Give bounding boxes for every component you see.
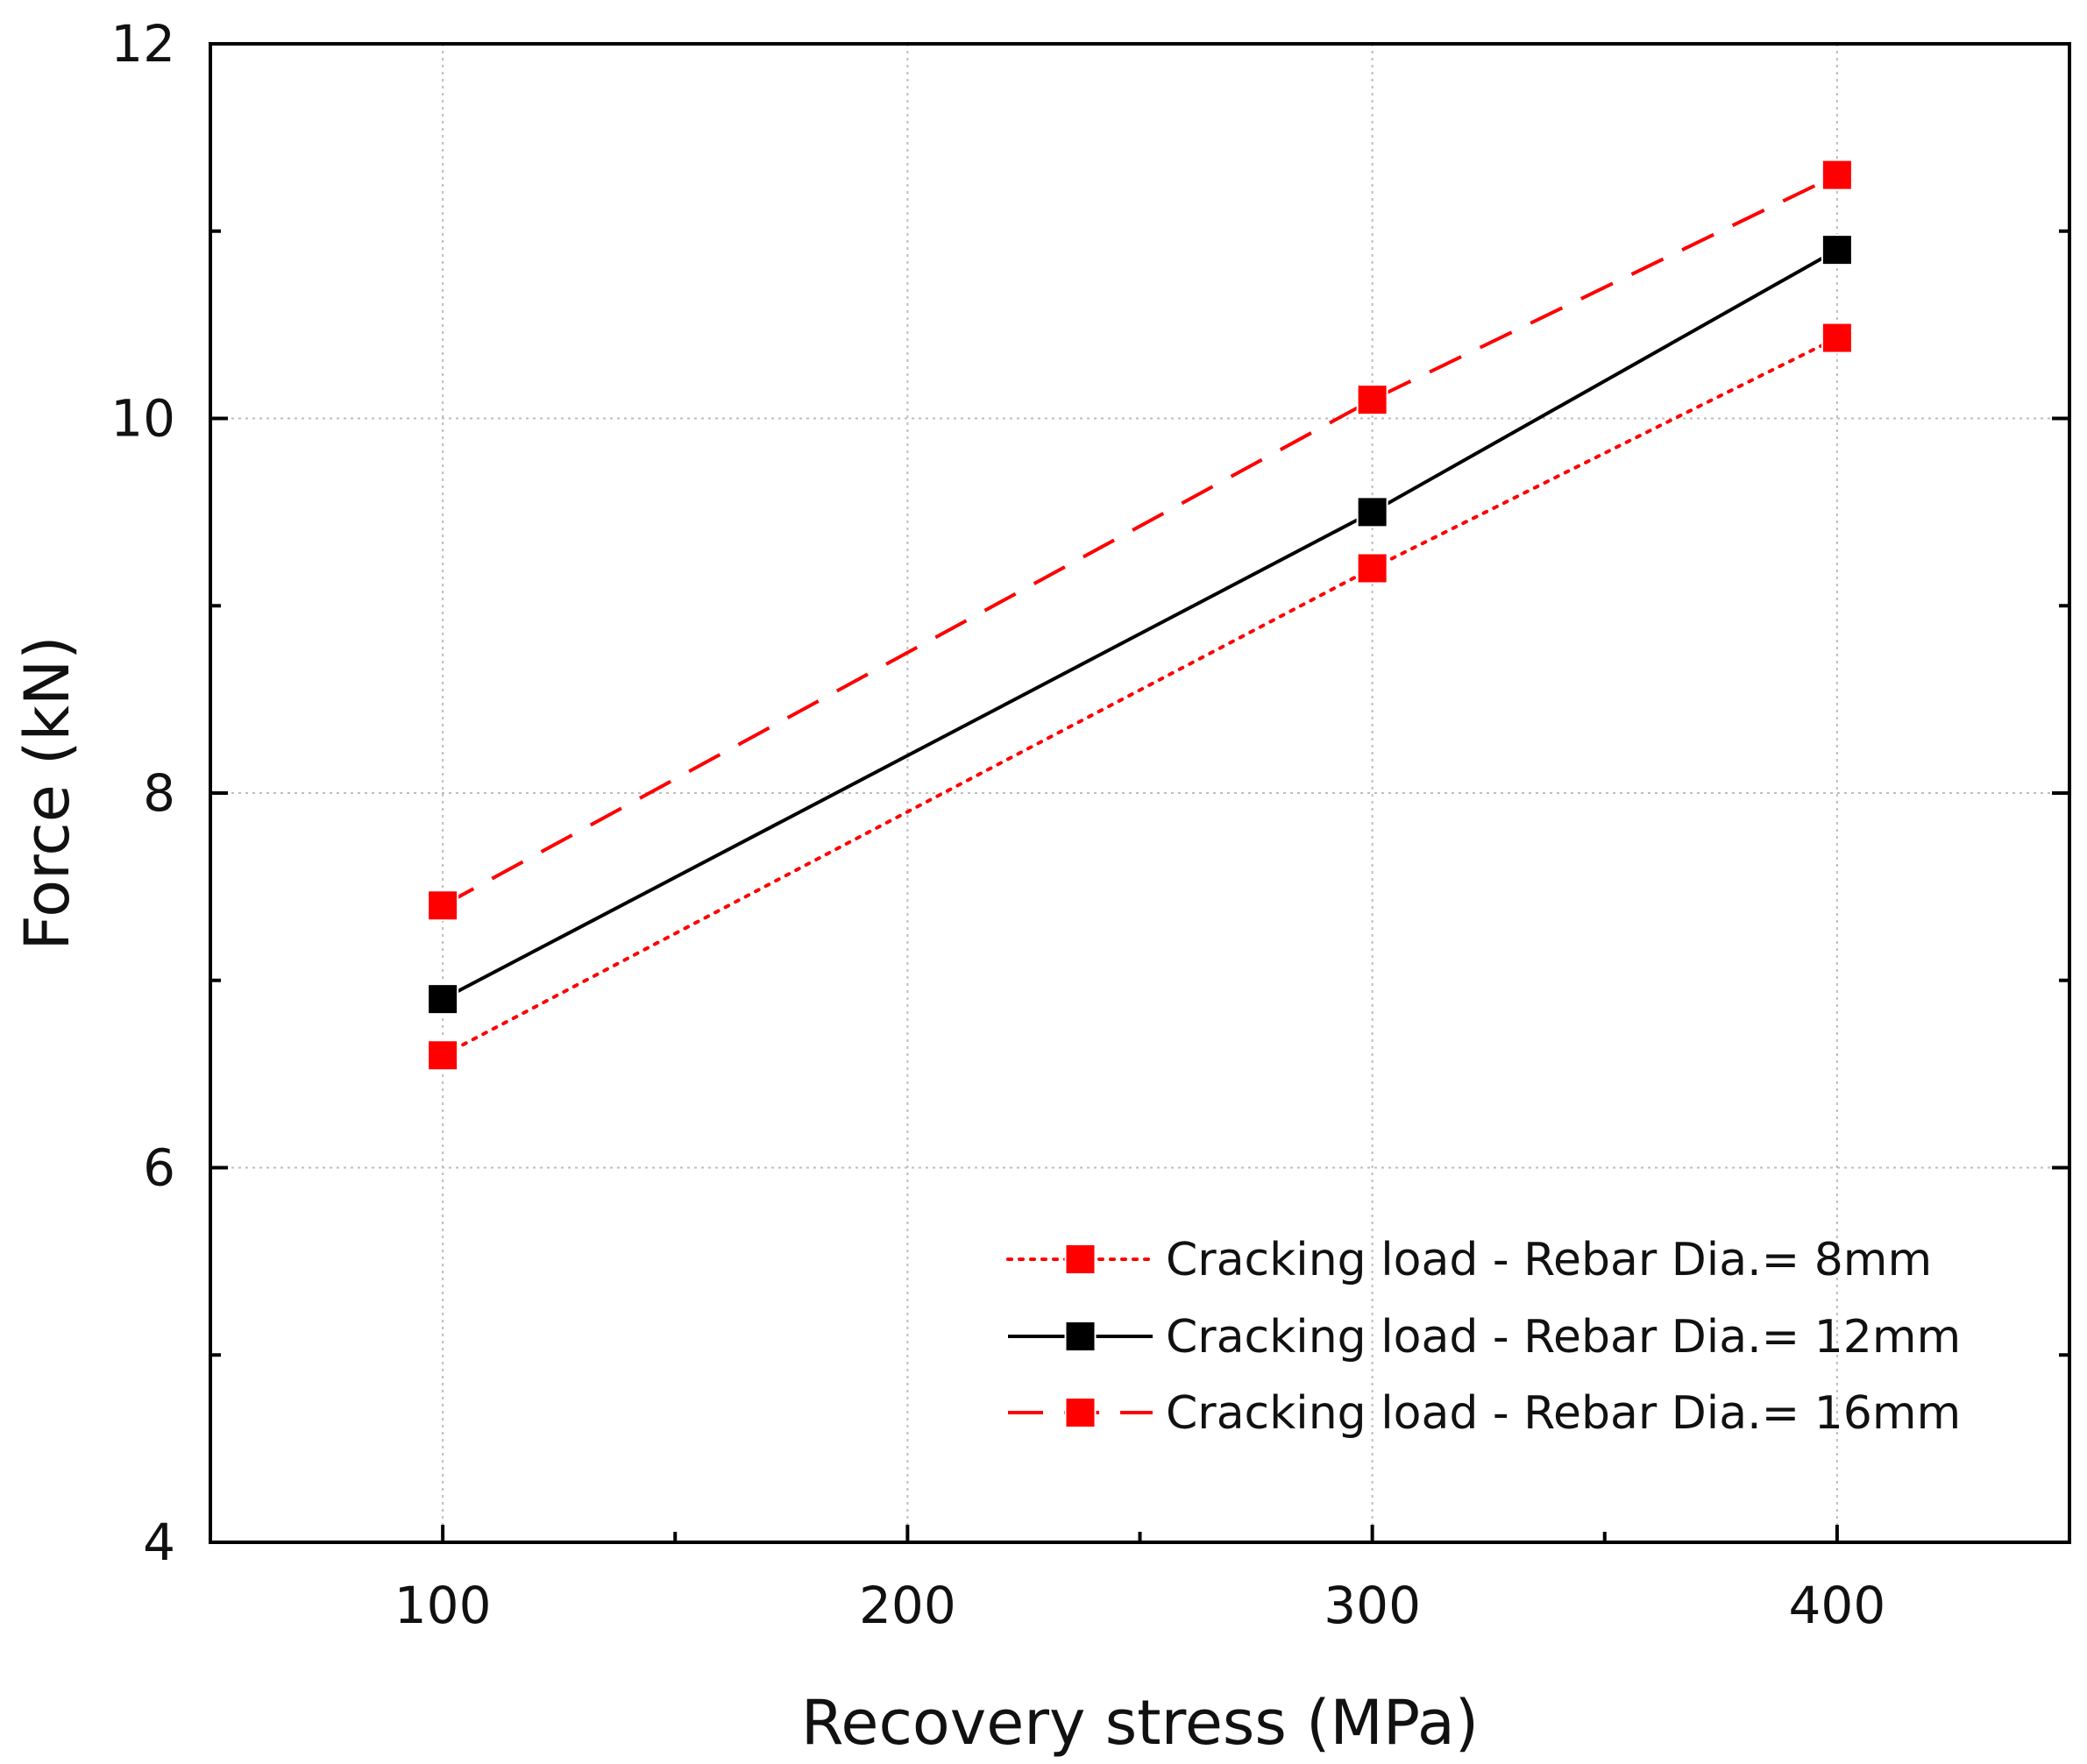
legend-item-3: Cracking load - Rebar Dia.= 16mm <box>1008 1387 1961 1440</box>
x-axis-title: Recovery stress (MPa) <box>801 1687 1479 1759</box>
series-1 <box>427 322 1853 1072</box>
series-3 <box>427 159 1853 922</box>
series-3-marker <box>427 889 459 922</box>
legend-marker-3 <box>1064 1397 1097 1428</box>
y-axis-title: Force (kN) <box>11 635 83 950</box>
series-3-marker <box>1356 384 1388 416</box>
legend-label-3: Cracking load - Rebar Dia.= 16mm <box>1166 1387 1961 1440</box>
legend: Cracking load - Rebar Dia.= 8mm Cracking … <box>1006 1234 1961 1440</box>
series-2-marker <box>427 983 459 1016</box>
legend-marker-2 <box>1064 1321 1097 1352</box>
series-2-marker <box>1821 234 1853 266</box>
legend-item-2: Cracking load - Rebar Dia.= 12mm <box>1008 1311 1961 1364</box>
plot-frame <box>209 42 2071 1544</box>
legend-label-1: Cracking load - Rebar Dia.= 8mm <box>1166 1234 1932 1286</box>
x-tick-label: 100 <box>394 1576 492 1635</box>
series-1-marker <box>1821 322 1853 354</box>
series-2 <box>427 234 1853 1016</box>
y-tick-label: 10 <box>110 389 175 449</box>
series-group <box>427 159 1853 1072</box>
series-3-marker <box>1821 159 1853 191</box>
series-3-line <box>442 173 1838 908</box>
series-1-marker <box>1356 552 1388 584</box>
series-1-line <box>441 336 1839 1058</box>
x-tick-label: 300 <box>1324 1576 1421 1635</box>
tick-labels: 100 200 300 400 4 6 8 10 12 <box>110 14 1885 1635</box>
y-tick-label: 8 <box>143 763 175 823</box>
legend-marker-1 <box>1064 1243 1097 1275</box>
legend-label-2: Cracking load - Rebar Dia.= 12mm <box>1166 1311 1961 1364</box>
y-tick-label: 12 <box>110 14 175 74</box>
series-1-marker <box>427 1039 459 1072</box>
series-2-line <box>442 248 1838 1001</box>
y-tick-label: 6 <box>143 1138 175 1198</box>
legend-item-1: Cracking load - Rebar Dia.= 8mm <box>1006 1234 1932 1286</box>
x-tick-label: 200 <box>859 1576 956 1635</box>
x-tick-label: 400 <box>1789 1576 1886 1635</box>
y-tick-label: 4 <box>143 1513 175 1572</box>
series-2-marker <box>1356 496 1388 528</box>
